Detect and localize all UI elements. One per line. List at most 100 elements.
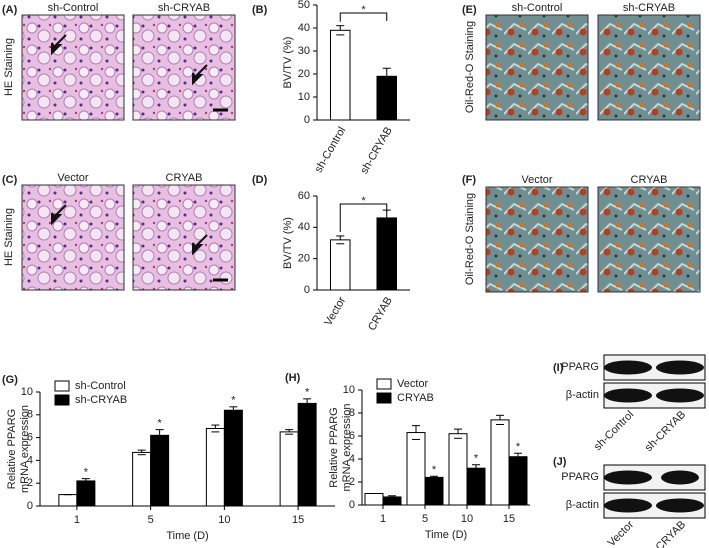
panel-label: (B) [252,4,268,16]
legend-label: sh-Control [75,380,126,392]
bar [223,409,243,507]
blot-band [604,470,652,485]
blot-lane-label: CRYAB [654,519,689,548]
panel-label: (C) [2,174,18,186]
blot-lane-label: sh-Control [592,409,636,453]
x-tick-label: 1 [380,513,386,525]
significance-label: * [231,395,236,407]
y-tick-label: 8 [349,407,355,419]
image-caption: CRYAB [631,174,668,186]
x-axis-label: Time (D) [166,530,208,542]
significance-label: * [84,467,89,479]
blot-lane-label: Vector [606,518,637,548]
side-label: HE Staining [3,208,15,266]
image-caption: Vector [57,172,89,184]
bar [279,431,299,507]
error-bar [155,429,164,442]
error-bar [211,424,220,433]
y-tick-label: 40 [298,22,310,34]
x-tick-label: 1 [74,514,80,526]
y-tick-label: 20 [298,253,310,265]
bar [424,476,444,506]
panel-label: (J) [553,456,567,468]
panel-label: (G) [2,374,18,386]
panel-label: (F) [462,174,476,186]
y-tick-label: 6 [349,430,355,442]
blot-band [604,388,652,403]
y-tick-label: 4 [27,454,33,466]
y-tick-label: 6 [27,432,33,444]
y-tick-label: 0 [304,284,310,296]
x-tick-label: 10 [461,513,473,525]
bar [376,217,398,291]
y-axis-label: Relative PPARG [6,409,18,490]
error-bar [81,478,90,484]
micrograph [597,186,701,293]
x-axis-label: Time (D) [425,529,467,541]
blot-band [661,470,699,485]
legend-swatch [376,392,392,404]
blot-row-label: β-actin [566,389,599,401]
bar [376,75,398,121]
micrograph [132,14,236,121]
error-bar [514,452,522,461]
blot-band [604,498,652,513]
blot-band [656,360,704,375]
y-tick-label: 10 [343,384,355,396]
micrograph [597,14,701,121]
image-caption: CRYAB [166,172,203,184]
error-bar [285,429,294,435]
y-tick-label: 10 [21,386,33,398]
significance-label: * [361,195,366,207]
bar [297,402,317,507]
x-tick-label: 5 [148,514,154,526]
y-tick-label: 60 [298,190,310,202]
micrograph [21,184,125,291]
side-label: Oil-Red-O Staining [464,193,476,285]
significance-label: * [516,441,521,453]
significance-label: * [432,464,437,476]
y-tick-label: 8 [27,409,33,421]
significance-label: * [474,453,479,465]
bar [406,432,426,506]
x-tick-label: 15 [292,514,304,526]
error-bar [336,235,345,245]
legend-label: CRYAB [397,392,434,404]
bar [150,434,170,507]
image-caption: sh-CRYAB [158,2,210,14]
error-bar [412,425,420,440]
error-bar [496,414,504,425]
x-tick-label: Vector [322,295,348,328]
y-tick-label: 2 [27,477,33,489]
y-tick-label: 20 [298,68,310,80]
bar [132,451,152,507]
significance-label: * [157,418,162,430]
image-caption: sh-Control [48,2,99,14]
bar [508,456,528,506]
image-caption: sh-Control [512,2,563,14]
y-tick-label: 2 [349,476,355,488]
bar [76,480,96,507]
image-caption: sh-CRYAB [623,2,675,14]
y-tick-label: 0 [27,500,33,512]
blot-band [656,498,704,513]
y-tick-label: 30 [298,45,310,57]
bar [466,467,486,506]
blot-row-label: PPARG [561,471,599,483]
image-caption: Vector [521,174,553,186]
significance-bracket [339,203,388,232]
y-tick-label: 40 [298,221,310,233]
bar [448,433,468,506]
side-label: Oil-Red-O Staining [464,21,476,113]
blot-lane-label: sh-CRYAB [643,409,688,454]
error-bar [454,428,462,439]
error-bar [336,25,345,36]
blot-row-label: PPARG [561,361,599,373]
significance-bracket [339,12,388,22]
bar [329,29,351,121]
panel-label: (I) [553,362,564,374]
x-tick-label: sh-CRYAB [358,125,394,176]
panel-label: (E) [462,4,477,16]
error-bar [229,406,238,415]
panel-label: (A) [2,4,18,16]
